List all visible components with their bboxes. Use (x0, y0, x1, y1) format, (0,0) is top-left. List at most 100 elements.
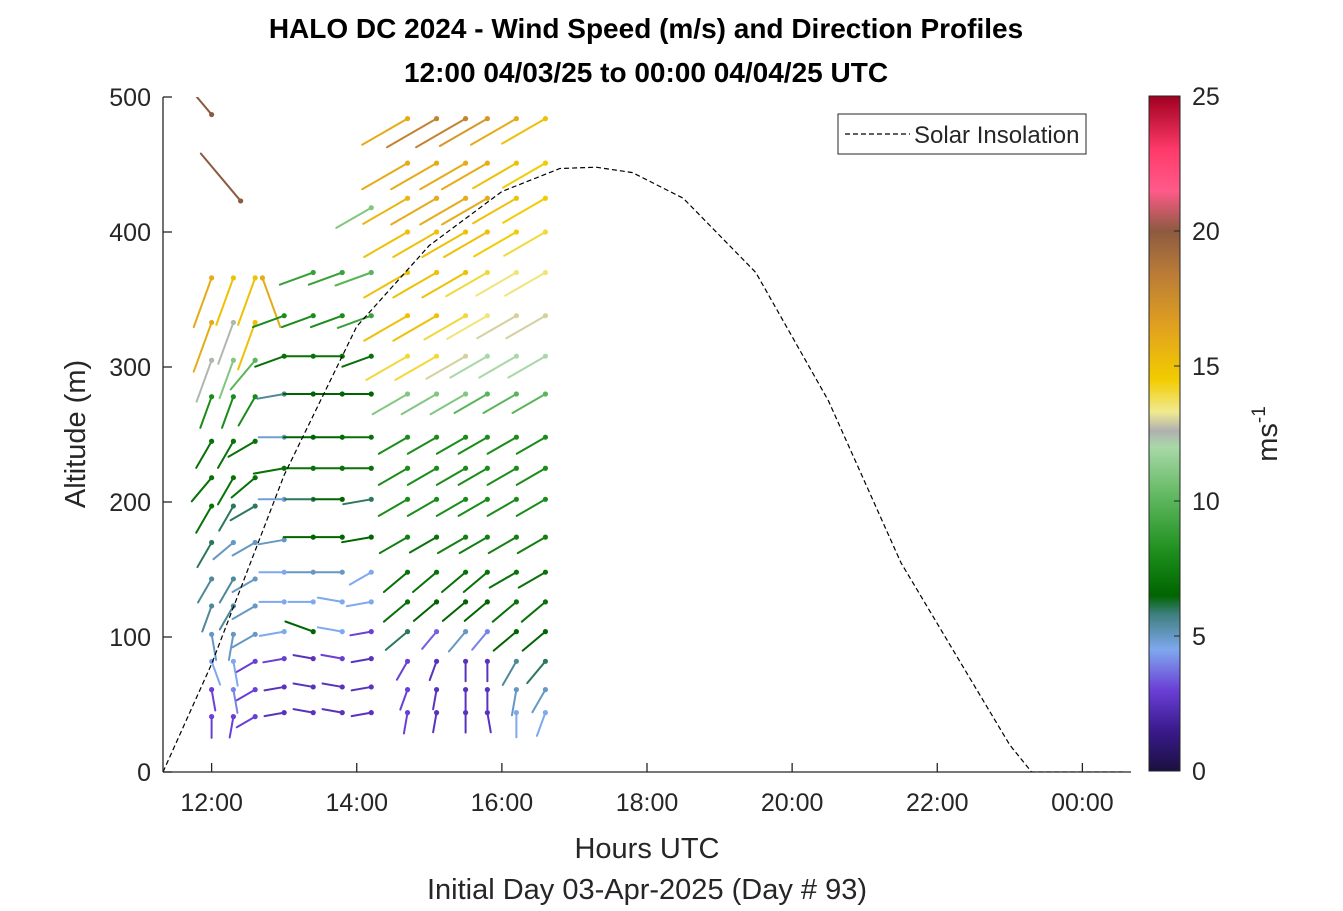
wind-barb-dot (484, 658, 490, 664)
wind-barb-dot (433, 496, 440, 502)
wind-barb (488, 569, 519, 589)
wind-barb (462, 569, 490, 593)
wind-barb-dot (542, 269, 549, 276)
wind-barb (435, 465, 469, 486)
wind-barb (399, 687, 411, 711)
wind-barb (453, 391, 490, 414)
wind-barb (462, 710, 469, 734)
wind-barb (217, 475, 236, 506)
wind-barb-dot (209, 631, 215, 637)
colorbar-tick-label: 10 (1192, 488, 1220, 516)
wind-barb-dot (542, 434, 549, 440)
wind-barb-shaft (307, 271, 344, 286)
wind-barb-dot (484, 353, 490, 359)
wind-barb-dot (252, 319, 258, 326)
wind-barb-dot (209, 539, 215, 546)
wind-barb-shaft (392, 231, 438, 258)
wind-barb-dot (252, 631, 258, 637)
wind-barb (257, 537, 287, 546)
wind-barb-shaft (190, 476, 213, 503)
wind-barb (217, 438, 236, 469)
wind-barb (237, 394, 258, 427)
wind-barb-dot (230, 631, 236, 637)
wind-barb (505, 313, 549, 340)
wind-barb (482, 391, 519, 414)
wind-barb-dot (252, 576, 258, 582)
wind-barb-shaft (421, 271, 467, 299)
wind-barb-dot (513, 687, 519, 693)
wind-barb (235, 687, 258, 702)
wind-barb-shaft (192, 321, 213, 373)
wind-barb-dot (230, 319, 236, 326)
wind-barb-shaft (408, 536, 438, 554)
wind-barb-shaft (199, 152, 242, 202)
wind-barb-dot (542, 391, 549, 397)
wind-barb-shaft (472, 197, 518, 225)
wind-barb-shaft (362, 197, 409, 225)
wind-barb-shaft (470, 117, 518, 146)
wind-barb-shaft (510, 688, 518, 717)
wind-barb-dot (542, 658, 549, 664)
wind-barb (462, 687, 469, 711)
wind-barb-shaft (217, 321, 235, 365)
wind-barb (231, 631, 258, 649)
wind-barb-shaft (196, 541, 213, 569)
wind-barb-shaft (195, 505, 213, 534)
wind-barb-shaft (507, 355, 547, 379)
wind-barb (423, 313, 469, 341)
wind-barb-dot (209, 603, 215, 609)
wind-barb-shaft (441, 600, 467, 622)
wind-barb (377, 465, 411, 486)
wind-barb (230, 658, 239, 687)
wind-barb (441, 569, 469, 593)
wind-barb-dot (368, 629, 374, 635)
wind-barb-shaft (382, 571, 409, 593)
wind-barb-shaft (421, 630, 438, 650)
wind-barb-dot (462, 353, 469, 359)
wind-barb (228, 714, 236, 739)
wind-barb-shaft (462, 571, 489, 593)
wind-barb-shaft (363, 314, 409, 342)
wind-barb-shaft (501, 117, 547, 145)
wind-barb-dot (404, 534, 411, 540)
colorbar: 0 5 10 15 20 25 ms-1 (1148, 83, 1284, 786)
wind-barb-shaft (521, 630, 547, 652)
wind-barb-shaft (386, 117, 438, 149)
wind-barb-dot (310, 269, 316, 276)
wind-barb (382, 599, 411, 623)
wind-barb-shaft (486, 498, 518, 517)
wind-barb-dot (404, 629, 411, 635)
wind-barb (363, 313, 411, 342)
wind-barb-dot (404, 569, 411, 575)
wind-barb-dot (484, 496, 490, 502)
wind-barb-shaft (215, 276, 235, 326)
wind-barb (445, 269, 490, 298)
wind-barb (218, 503, 236, 532)
wind-barb-dot (404, 710, 411, 716)
wind-barb-shaft (348, 571, 373, 586)
wind-barb-dot (462, 434, 469, 440)
wind-barb-dot (542, 353, 549, 359)
wind-barb-dot (542, 569, 549, 575)
wind-barb-shaft (515, 498, 547, 517)
wind-barb-dot (513, 465, 519, 471)
wind-barb-shaft (195, 97, 213, 116)
wind-barb (286, 569, 316, 575)
wind-barb-shaft (503, 231, 547, 257)
wind-barb-dot (252, 357, 258, 363)
wind-barb (457, 496, 490, 517)
wind-barb-dot (209, 111, 215, 118)
wind-barb-shaft (526, 660, 547, 685)
wind-barb (231, 603, 258, 620)
wind-barb-shaft (491, 600, 518, 623)
wind-barb-shaft (201, 604, 213, 633)
colorbar-tick-label: 5 (1192, 623, 1206, 651)
wind-barb-dot (230, 357, 236, 363)
wind-barb (235, 658, 258, 673)
wind-barb-dot (462, 116, 469, 122)
wind-barb (457, 465, 490, 486)
wind-barb-shaft (463, 600, 489, 622)
wind-barb-shaft (363, 231, 409, 258)
wind-barb-dot (368, 434, 374, 440)
